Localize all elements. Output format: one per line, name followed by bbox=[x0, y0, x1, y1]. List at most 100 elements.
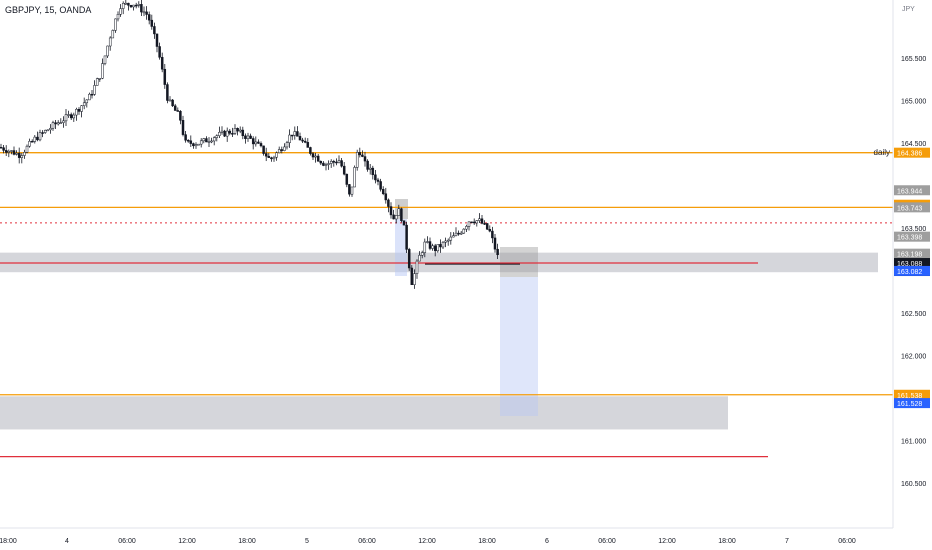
candle-body bbox=[316, 155, 320, 162]
candle-body bbox=[90, 93, 94, 96]
candle-body bbox=[166, 84, 169, 101]
candle-body bbox=[478, 218, 481, 221]
candle-body bbox=[72, 114, 76, 119]
candle-body bbox=[30, 141, 34, 143]
price-label: 163.198 bbox=[894, 248, 930, 259]
candle-body bbox=[251, 138, 255, 145]
candle-body bbox=[163, 68, 167, 85]
candle-body bbox=[129, 5, 133, 8]
candle-body bbox=[15, 152, 18, 155]
candle-body bbox=[192, 143, 195, 147]
candle-body bbox=[462, 228, 466, 234]
candle-body bbox=[153, 26, 156, 35]
candle-body bbox=[272, 156, 276, 160]
svg-text:163.944: 163.944 bbox=[897, 188, 922, 195]
candle-body bbox=[350, 186, 354, 195]
candle-body bbox=[270, 157, 273, 160]
candle-body bbox=[69, 114, 73, 119]
candle-body bbox=[41, 132, 44, 134]
candle-body bbox=[246, 135, 250, 139]
candle-body bbox=[496, 248, 499, 256]
y-tick-label: 162.000 bbox=[901, 354, 926, 361]
candle-body bbox=[101, 63, 104, 79]
candle-body bbox=[480, 218, 484, 224]
candle-body bbox=[150, 19, 154, 27]
candle-body bbox=[231, 133, 234, 135]
currency-label: JPY bbox=[902, 6, 915, 13]
candle-body bbox=[36, 136, 39, 141]
candle-body bbox=[472, 221, 476, 224]
candle-body bbox=[423, 241, 427, 253]
candle-body bbox=[322, 162, 325, 166]
price-label: 163.398 bbox=[894, 231, 930, 242]
candle-body bbox=[436, 244, 440, 252]
y-tick-label: 161.000 bbox=[901, 439, 926, 446]
y-tick-label: 164.500 bbox=[901, 141, 926, 148]
candle-body bbox=[145, 11, 148, 15]
candle-body bbox=[384, 193, 388, 201]
price-label: 164.386 bbox=[894, 147, 930, 158]
candle-body bbox=[335, 161, 338, 164]
candle-body bbox=[2, 147, 5, 151]
candle-body bbox=[225, 130, 229, 137]
candle-body bbox=[25, 145, 29, 153]
candle-body bbox=[43, 130, 47, 133]
candle-body bbox=[155, 33, 159, 47]
candle-body bbox=[363, 156, 367, 162]
candle-body bbox=[54, 122, 57, 125]
candle-body bbox=[46, 129, 50, 132]
candle-body bbox=[264, 153, 268, 157]
candle-body bbox=[387, 199, 390, 207]
y-tick-label: 163.500 bbox=[901, 226, 926, 233]
candle-body bbox=[241, 129, 245, 137]
price-label: 161.538 bbox=[894, 389, 930, 400]
candle-body bbox=[108, 37, 112, 47]
candle-body bbox=[314, 155, 317, 158]
candle-body bbox=[340, 160, 343, 167]
candle-body bbox=[124, 2, 128, 5]
candle-body bbox=[33, 136, 37, 142]
candle-body bbox=[275, 152, 278, 158]
candle-body bbox=[332, 161, 336, 163]
candle-body bbox=[483, 223, 486, 225]
candle-body bbox=[254, 141, 258, 145]
candle-body bbox=[59, 122, 63, 124]
candle-body bbox=[20, 155, 24, 158]
candle-body bbox=[132, 4, 135, 8]
svg-text:163.082: 163.082 bbox=[897, 269, 922, 276]
candle-body bbox=[381, 189, 385, 194]
candle-body bbox=[465, 226, 468, 230]
candle-body bbox=[280, 149, 284, 151]
candle-body bbox=[197, 143, 200, 146]
candle-body bbox=[410, 267, 414, 285]
x-tick-label: 5 bbox=[305, 538, 309, 545]
candle-body bbox=[228, 130, 232, 134]
candle-body bbox=[348, 184, 351, 195]
y-tick-label: 165.500 bbox=[901, 56, 926, 63]
x-tick-label: 06:00 bbox=[598, 538, 616, 545]
candle-body bbox=[56, 122, 60, 125]
candle-body bbox=[176, 110, 180, 112]
y-tick-label: 165.000 bbox=[901, 99, 926, 106]
x-tick-label: 7 bbox=[785, 538, 789, 545]
candle-body bbox=[298, 136, 302, 141]
candle-body bbox=[75, 109, 78, 116]
candle-body bbox=[168, 99, 172, 102]
svg-text:163.743: 163.743 bbox=[897, 205, 922, 212]
candle-body bbox=[374, 174, 377, 181]
candle-body bbox=[454, 232, 458, 236]
take-profit-box bbox=[500, 277, 538, 416]
x-tick-label: 6 bbox=[545, 538, 549, 545]
candle-body bbox=[212, 137, 216, 142]
candle-body bbox=[303, 140, 307, 143]
candle-body bbox=[82, 102, 86, 106]
candle-body bbox=[4, 150, 8, 153]
candle-body bbox=[77, 109, 81, 112]
candle-body bbox=[420, 252, 424, 256]
svg-text:164.386: 164.386 bbox=[897, 151, 922, 158]
candle-body bbox=[142, 11, 146, 14]
candle-body bbox=[186, 139, 190, 142]
candle-body bbox=[355, 152, 359, 168]
candle-body bbox=[428, 241, 432, 249]
